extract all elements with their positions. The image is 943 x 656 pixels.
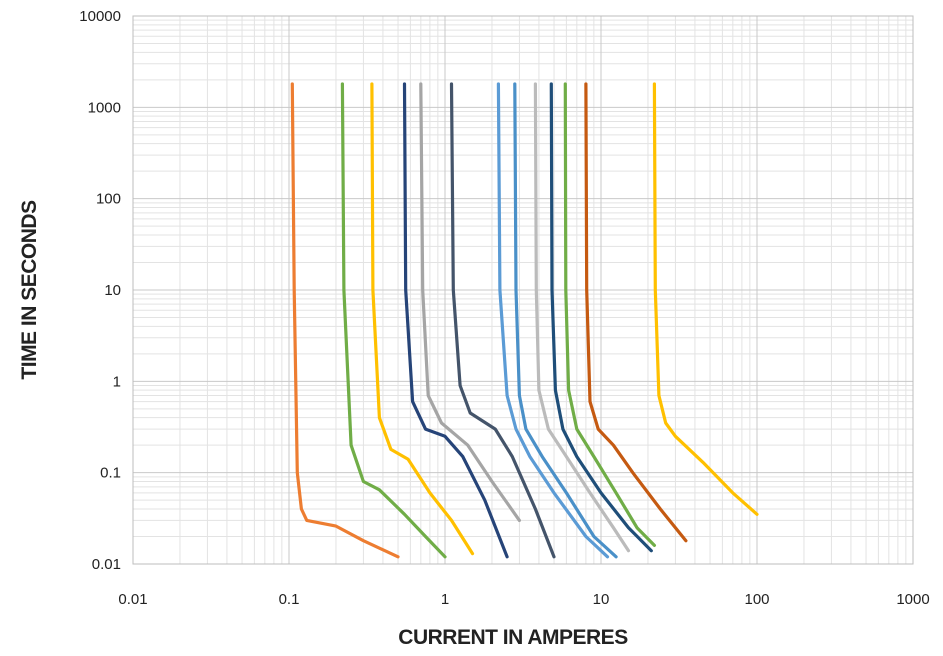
y-tick-label: 1000 xyxy=(88,99,121,116)
y-tick-label: 10000 xyxy=(79,8,121,25)
series-line-2 xyxy=(340,82,447,559)
series-line-10 xyxy=(549,82,653,553)
y-axis-title: TIME IN SECONDS xyxy=(18,200,41,380)
y-tick-label: 1 xyxy=(113,373,121,390)
series-line-9 xyxy=(533,82,631,553)
series-line-12 xyxy=(584,82,688,543)
series-line-13 xyxy=(652,82,759,516)
series-line-4 xyxy=(402,82,509,559)
y-tick-label: 0.1 xyxy=(100,465,121,482)
series-line-1 xyxy=(290,82,400,559)
series-line-7 xyxy=(496,82,610,559)
y-tick-labels: 0.01 0.1 1 10 100 1000 10000 xyxy=(79,8,121,573)
y-tick-label: 10 xyxy=(104,282,121,299)
x-tick-label: 100 xyxy=(744,591,769,608)
x-tick-label: 0.01 xyxy=(118,591,147,608)
plot-frame xyxy=(132,15,914,565)
x-axis-title: CURRENT IN AMPERES xyxy=(398,626,628,649)
series-line-5 xyxy=(419,82,521,522)
series-line-11 xyxy=(563,82,656,547)
x-tick-label: 1000 xyxy=(896,591,929,608)
y-tick-label: 0.01 xyxy=(92,556,121,573)
x-tick-label: 10 xyxy=(593,591,610,608)
series-line-6 xyxy=(449,82,556,559)
series-line-8 xyxy=(513,82,618,559)
x-tick-labels: 0.01 0.1 1 10 100 1000 xyxy=(118,591,929,608)
x-tick-label: 1 xyxy=(441,591,449,608)
y-tick-label: 100 xyxy=(96,191,121,208)
series-group xyxy=(290,82,759,559)
series-line-3 xyxy=(370,82,475,556)
x-tick-label: 0.1 xyxy=(279,591,300,608)
